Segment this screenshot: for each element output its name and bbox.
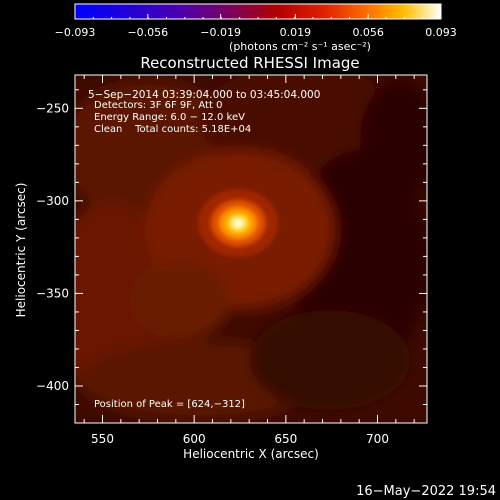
flare-source xyxy=(198,189,279,258)
colorbar: −0.093 −0.056 −0.019 0.019 0.056 0.093 (photo… xyxy=(55,3,457,53)
peak-label: Position of Peak = [624,−312] xyxy=(94,399,245,410)
colorbar-ticks: −0.093 −0.056 −0.019 0.019 0.056 0.093 xyxy=(55,14,457,39)
colorbar-tick-label: 0.056 xyxy=(352,26,384,39)
x-axis-ticks: 550 600 650 700 xyxy=(83,75,415,446)
timestamp: 16−May−2022 19:54 xyxy=(356,484,496,499)
y-axis-label: Heliocentric Y (arcsec) xyxy=(14,183,28,318)
y-tick-label: −400 xyxy=(36,379,69,393)
x-tick-label: 550 xyxy=(91,432,114,446)
colorbar-gradient xyxy=(75,4,441,19)
x-tick-label: 650 xyxy=(274,432,297,446)
heatmap-image xyxy=(75,75,427,423)
colorbar-tick-label: −0.056 xyxy=(127,26,168,39)
annotation-time: 5−Sep−2014 03:39:04.000 to 03:45:04.000 xyxy=(88,89,320,101)
colorbar-tick-label: −0.093 xyxy=(55,26,96,39)
y-tick-label: −250 xyxy=(36,101,69,115)
y-tick-label: −350 xyxy=(36,286,69,300)
x-tick-label: 600 xyxy=(183,432,206,446)
colorbar-tick-label: 0.093 xyxy=(425,26,457,39)
x-axis-label: Heliocentric X (arcsec) xyxy=(183,447,319,461)
x-tick-label: 700 xyxy=(366,432,389,446)
annotation-counts: Clean Total counts: 5.18E+04 xyxy=(94,124,251,135)
annotation-energy: Energy Range: 6.0 − 12.0 keV xyxy=(94,112,245,123)
plot-area: 550 600 650 700 −250 −300 −350 −400 5−Sep−2014… xyxy=(36,74,428,446)
colorbar-tick-label: 0.019 xyxy=(280,26,312,39)
annotation-detectors: Detectors: 3F 6F 9F, Att 0 xyxy=(94,100,222,111)
colorbar-units: (photons cm⁻² s⁻¹ asec⁻²) xyxy=(229,40,371,53)
plot-frame xyxy=(74,74,428,424)
y-tick-label: −300 xyxy=(36,194,69,208)
colorbar-tick-label: −0.019 xyxy=(200,26,241,39)
y-axis-ticks: −250 −300 −350 −400 xyxy=(36,89,427,405)
chart-title: Reconstructed RHESSI Image xyxy=(140,54,359,72)
annotation-block: 5−Sep−2014 03:39:04.000 to 03:45:04.000 … xyxy=(88,89,320,135)
